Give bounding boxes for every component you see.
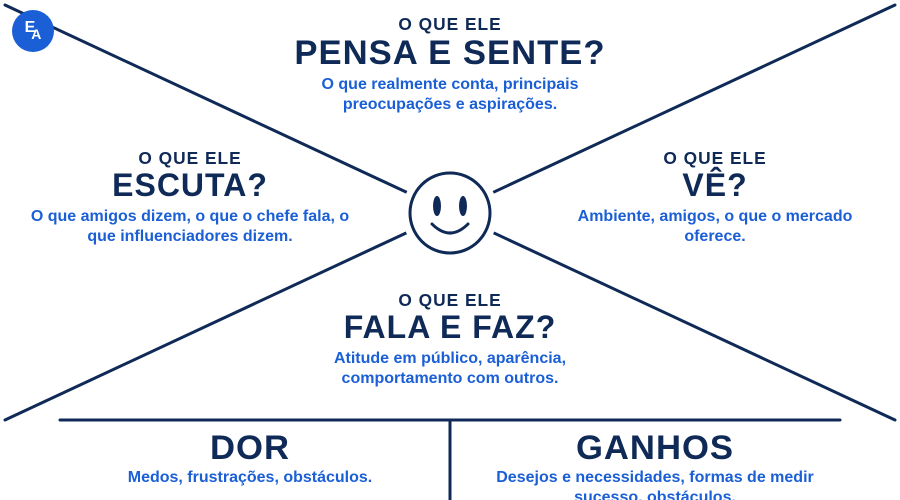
face-eye-right — [459, 196, 467, 216]
ganhos-sub: Desejos e necessidades, formas de medir … — [470, 468, 840, 500]
quadrant-top-head: PENSA E SENTE? — [270, 35, 630, 71]
quadrant-right-head: VÊ? — [560, 169, 870, 203]
quadrant-bottom-pre: O QUE ELE — [300, 290, 600, 311]
quadrant-left-sub: O que amigos dizem, o que o chefe fala, … — [30, 207, 350, 247]
quadrant-right-pre: O QUE ELE — [560, 148, 870, 169]
bottom-cell-ganhos: GANHOS Desejos e necessidades, formas de… — [470, 430, 840, 500]
quadrant-top-pre: O QUE ELE — [270, 14, 630, 35]
quadrant-bottom: O QUE ELE FALA E FAZ? Atitude em público… — [300, 290, 600, 389]
face-eye-left — [433, 196, 441, 216]
face-circle — [410, 173, 490, 253]
empathy-map-canvas: E A O QUE ELE PENSA E SENTE? O que realm… — [0, 0, 900, 500]
quadrant-left: O QUE ELE ESCUTA? O que amigos dizem, o … — [30, 148, 350, 247]
bottom-cell-dor: DOR Medos, frustrações, obstáculos. — [60, 430, 440, 488]
quadrant-top: O QUE ELE PENSA E SENTE? O que realmente… — [270, 14, 630, 115]
quadrant-right-sub: Ambiente, amigos, o que o mercado oferec… — [560, 207, 870, 247]
quadrant-bottom-sub: Atitude em público, aparência, comportam… — [300, 349, 600, 389]
quadrant-top-sub: O que realmente conta, principais preocu… — [270, 75, 630, 115]
quadrant-left-pre: O QUE ELE — [30, 148, 350, 169]
face-smile — [432, 224, 468, 233]
dor-sub: Medos, frustrações, obstáculos. — [60, 468, 440, 488]
quadrant-bottom-head: FALA E FAZ? — [300, 311, 600, 345]
dor-head: DOR — [60, 430, 440, 466]
quadrant-right: O QUE ELE VÊ? Ambiente, amigos, o que o … — [560, 148, 870, 247]
quadrant-left-head: ESCUTA? — [30, 169, 350, 203]
ganhos-head: GANHOS — [470, 430, 840, 466]
